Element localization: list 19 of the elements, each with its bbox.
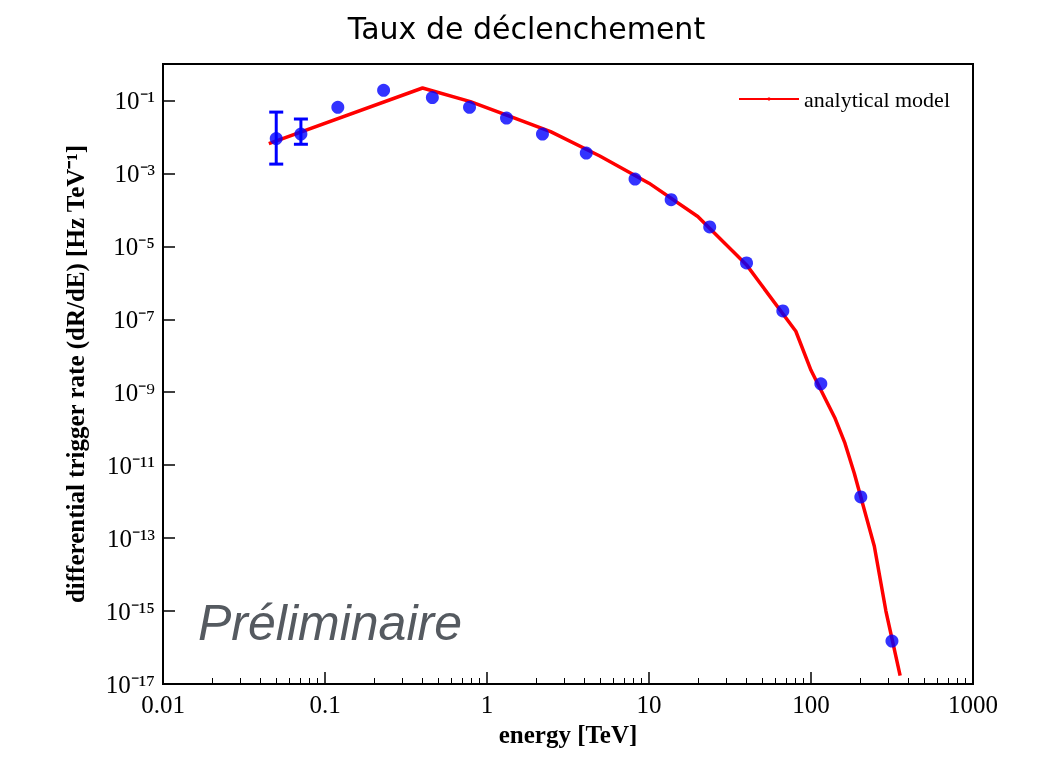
- y-tick-label: 10⁻³: [114, 159, 156, 187]
- y-axis-title: differential trigger rate (dR/dE) [Hz TeV⁻¹]: [62, 144, 90, 604]
- x-tick-label: 0.1: [309, 691, 341, 718]
- x-tick-label: 100: [792, 691, 830, 718]
- y-tick-label: 10⁻¹¹: [107, 451, 155, 479]
- y-tick-label: 10⁻⁵: [113, 232, 155, 260]
- chart-title: Taux de déclenchement: [346, 10, 706, 46]
- legend-label: analytical model: [804, 86, 950, 112]
- annotation: Préliminaire: [198, 595, 462, 651]
- y-tick-label: 10⁻⁷: [113, 305, 155, 333]
- x-axis-title: energy [TeV]: [498, 720, 638, 748]
- x-tick-label: 1000: [948, 691, 998, 718]
- x-tick-label: 0.01: [141, 691, 185, 718]
- y-tick-label: 10⁻¹³: [107, 524, 156, 552]
- y-tick-label: 10⁻¹⁵: [105, 597, 155, 625]
- y-tick-label: 10⁻⁹: [113, 378, 155, 406]
- y-tick-label: 10⁻¹: [114, 86, 155, 114]
- x-tick-label: 10: [636, 691, 662, 718]
- x-tick-label: 1: [480, 691, 494, 718]
